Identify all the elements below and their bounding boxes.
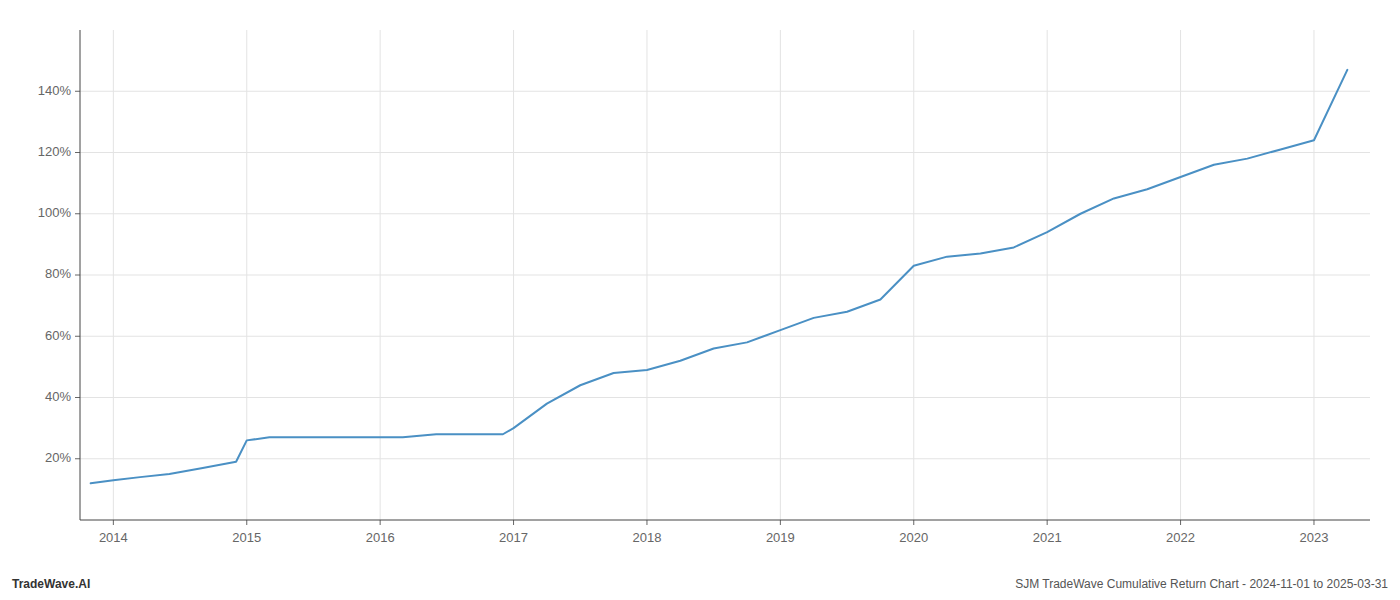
tick-y: [75, 152, 80, 153]
tick-x: [1313, 520, 1314, 525]
tick-x: [780, 520, 781, 525]
grid-line-x: [1180, 30, 1181, 520]
footer-right: SJM TradeWave Cumulative Return Chart - …: [1015, 577, 1388, 591]
tick-label-x: 2017: [499, 530, 528, 545]
tick-label-x: 2018: [632, 530, 661, 545]
grid-line-x: [646, 30, 647, 520]
series-line: [91, 70, 1348, 483]
tick-label-x: 2020: [899, 530, 928, 545]
grid-line-x: [780, 30, 781, 520]
axis-line-y: [80, 30, 81, 520]
tick-label-x: 2023: [1300, 530, 1329, 545]
plot-area: [91, 70, 1348, 483]
tick-label-y: 100%: [38, 205, 72, 220]
grid-line-x: [113, 30, 114, 520]
grid-line-x: [380, 30, 381, 520]
axes: 20% 40% 60% 80% 100% 120% 140% 2014 2015 2016 2017…: [38, 30, 1370, 545]
grid-line-x: [246, 30, 247, 520]
grid-line-y: [80, 336, 1370, 337]
tick-y: [75, 458, 80, 459]
tick-y: [75, 275, 80, 276]
tick-x: [1047, 520, 1048, 525]
tick-label-x: 2015: [232, 530, 261, 545]
grid-line-x: [1047, 30, 1048, 520]
tick-label-x: 2022: [1166, 530, 1195, 545]
grid: [80, 30, 1370, 520]
tick-label-y: 80%: [45, 266, 71, 281]
tick-label-y: 60%: [45, 328, 71, 343]
axis-line-x: [80, 520, 1370, 521]
tick-x: [113, 520, 114, 525]
tick-label-y: 20%: [45, 450, 71, 465]
grid-line-x: [1313, 30, 1314, 520]
tick-label-y: 140%: [38, 83, 72, 98]
tick-x: [646, 520, 647, 525]
grid-line-x: [913, 30, 914, 520]
tick-y: [75, 397, 80, 398]
tick-y: [75, 336, 80, 337]
tick-y: [75, 91, 80, 92]
grid-line-y: [80, 152, 1370, 153]
footer-left: TradeWave.AI: [12, 577, 90, 591]
grid-line-x: [513, 30, 514, 520]
grid-line-y: [80, 91, 1370, 92]
tick-label-x: 2019: [766, 530, 795, 545]
tick-x: [246, 520, 247, 525]
grid-line-y: [80, 275, 1370, 276]
grid-line-y: [80, 458, 1370, 459]
tick-label-y: 120%: [38, 144, 72, 159]
tick-x: [380, 520, 381, 525]
tick-label-x: 2014: [99, 530, 128, 545]
tick-label-y: 40%: [45, 389, 71, 404]
tick-label-x: 2021: [1033, 530, 1062, 545]
tick-x: [513, 520, 514, 525]
tick-x: [913, 520, 914, 525]
chart: 20% 40% 60% 80% 100% 120% 140% 2014 2015 2016 2017…: [0, 0, 1400, 600]
grid-line-y: [80, 213, 1370, 214]
tick-x: [1180, 520, 1181, 525]
tick-y: [75, 213, 80, 214]
grid-line-y: [80, 397, 1370, 398]
tick-label-x: 2016: [366, 530, 395, 545]
